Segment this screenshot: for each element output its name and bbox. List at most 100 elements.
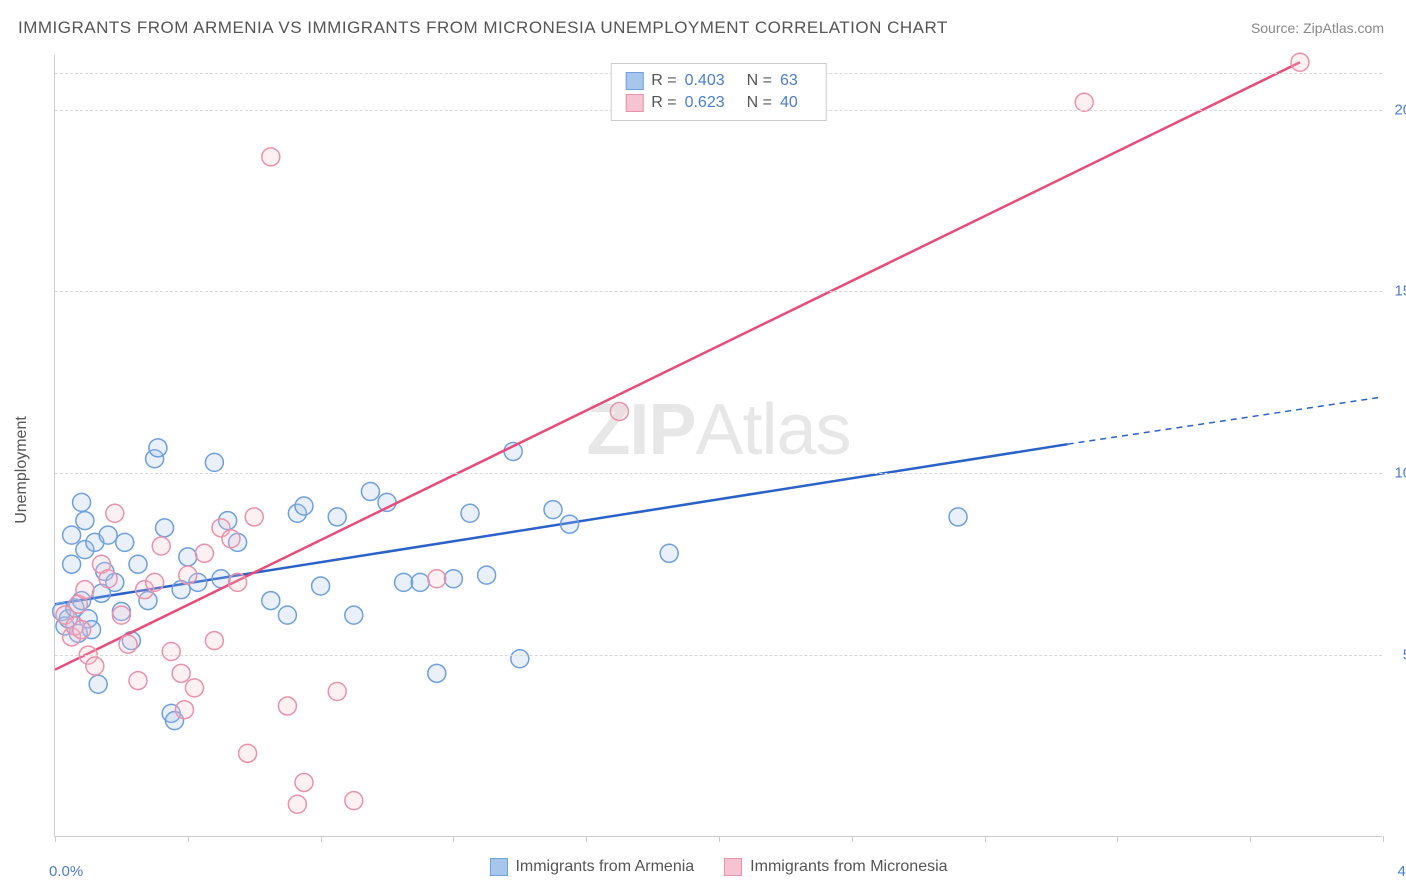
legend-n-label: N = (747, 72, 772, 90)
scatter-point (179, 566, 197, 584)
scatter-point (76, 512, 94, 530)
scatter-point (73, 493, 91, 511)
scatter-point (328, 683, 346, 701)
scatter-point (172, 664, 190, 682)
legend-r-value: 0.403 (685, 72, 725, 90)
scatter-point (660, 544, 678, 562)
scatter-point (295, 773, 313, 791)
scatter-point (99, 570, 117, 588)
legend-n-value: 63 (780, 72, 798, 90)
scatter-point (205, 632, 223, 650)
chart-container: Unemployment ZIPAtlas R =0.403N =63R =0.… (14, 50, 1392, 890)
x-tick (985, 836, 986, 842)
legend-r-label: R = (651, 72, 676, 90)
scatter-point (239, 744, 257, 762)
scatter-point (312, 577, 330, 595)
scatter-point (444, 570, 462, 588)
scatter-point (262, 148, 280, 166)
y-tick-label: 10.0% (1394, 465, 1406, 482)
scatter-point (179, 548, 197, 566)
y-tick-label: 20.0% (1394, 101, 1406, 118)
scatter-point (229, 573, 247, 591)
scatter-point (288, 795, 306, 813)
scatter-point (278, 697, 296, 715)
x-tick (188, 836, 189, 842)
scatter-point (152, 537, 170, 555)
scatter-point (89, 675, 107, 693)
scatter-point (245, 508, 263, 526)
legend-swatch (724, 858, 742, 876)
regression-line-dashed (1068, 397, 1383, 444)
scatter-point (162, 643, 180, 661)
gridline-h (55, 655, 1382, 656)
scatter-point (428, 664, 446, 682)
x-tick (55, 836, 56, 842)
scatter-point (149, 439, 167, 457)
legend-series-name: Immigrants from Armenia (515, 858, 694, 876)
scatter-point (428, 570, 446, 588)
legend-swatch (625, 94, 643, 112)
x-tick (1250, 836, 1251, 842)
legend-swatch (625, 72, 643, 90)
legend-top: R =0.403N =63R =0.623N =40 (610, 63, 827, 121)
scatter-point (610, 402, 628, 420)
scatter-point (129, 555, 147, 573)
x-tick (719, 836, 720, 842)
x-tick (321, 836, 322, 842)
scatter-point (99, 526, 117, 544)
scatter-point (262, 592, 280, 610)
legend-top-row: R =0.623N =40 (625, 92, 812, 114)
scatter-point (478, 566, 496, 584)
x-tick (586, 836, 587, 842)
scatter-point (175, 701, 193, 719)
legend-r-value: 0.623 (685, 94, 725, 112)
chart-title: IMMIGRANTS FROM ARMENIA VS IMMIGRANTS FR… (18, 18, 948, 38)
legend-series-name: Immigrants from Micronesia (750, 858, 947, 876)
x-tick (1383, 836, 1384, 842)
scatter-point (156, 519, 174, 537)
scatter-point (129, 672, 147, 690)
gridline-h (55, 291, 1382, 292)
scatter-point (119, 635, 137, 653)
x-tick (453, 836, 454, 842)
gridline-h (55, 473, 1382, 474)
scatter-point (561, 515, 579, 533)
scatter-point (278, 606, 296, 624)
scatter-point (63, 526, 81, 544)
scatter-point (949, 508, 967, 526)
x-tick-label: 40.0% (1397, 863, 1406, 880)
scatter-point (345, 606, 363, 624)
scatter-point (86, 657, 104, 675)
x-tick-label: 0.0% (49, 863, 83, 880)
x-tick (852, 836, 853, 842)
scatter-point (511, 650, 529, 668)
scatter-point (185, 679, 203, 697)
legend-swatch (489, 858, 507, 876)
scatter-point (411, 573, 429, 591)
scatter-point (328, 508, 346, 526)
scatter-point (73, 621, 91, 639)
scatter-point (345, 792, 363, 810)
y-tick-label: 15.0% (1394, 283, 1406, 300)
scatter-point (461, 504, 479, 522)
x-tick (1117, 836, 1118, 842)
scatter-point (106, 504, 124, 522)
legend-n-label: N = (747, 94, 772, 112)
plot-svg (55, 55, 1382, 836)
scatter-point (544, 501, 562, 519)
scatter-point (116, 533, 134, 551)
scatter-point (1291, 53, 1309, 71)
scatter-point (112, 606, 130, 624)
legend-bottom-item: Immigrants from Armenia (489, 858, 694, 876)
scatter-point (146, 573, 164, 591)
scatter-point (361, 482, 379, 500)
scatter-point (76, 581, 94, 599)
legend-bottom: Immigrants from Armenia Immigrants from M… (489, 858, 947, 876)
legend-r-label: R = (651, 94, 676, 112)
plot-area: ZIPAtlas R =0.403N =63R =0.623N =40 5.0%… (54, 55, 1382, 837)
scatter-point (222, 530, 240, 548)
scatter-point (295, 497, 313, 515)
scatter-point (195, 544, 213, 562)
scatter-point (205, 453, 223, 471)
scatter-point (395, 573, 413, 591)
